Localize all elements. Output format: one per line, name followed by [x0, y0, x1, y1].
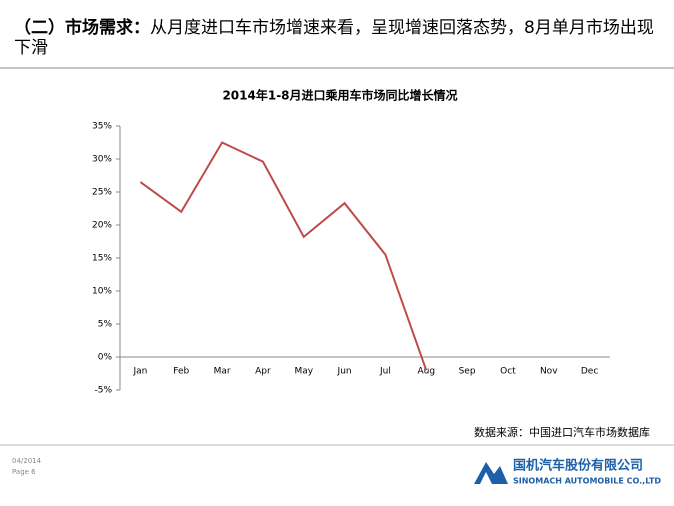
header-label: （二）市场需求：	[14, 18, 150, 38]
company-en: SINOMACH AUTOMOBILE CO.,LTD	[513, 477, 661, 486]
x-tick-label: Jan	[132, 367, 147, 377]
logo-icon-inner	[480, 472, 492, 484]
y-tick-label: 20%	[92, 221, 112, 231]
series-line	[139, 141, 428, 371]
x-tick-label: May	[294, 367, 313, 377]
chart-title: 2014年1-8月进口乘用车市场同比增长情况	[222, 88, 457, 103]
logo-icon	[474, 462, 508, 484]
company-cn: 国机汽车股份有限公司	[513, 458, 643, 474]
y-tick-label: 30%	[92, 155, 112, 165]
y-tick-label: 0%	[98, 353, 113, 363]
x-tick-label: Jul	[379, 367, 391, 377]
source: 数据来源：中国进口汽车市场数据库	[474, 425, 650, 439]
x-tick-label: Mar	[214, 367, 231, 377]
x-tick-label: Dec	[581, 367, 598, 377]
footer-date: 04/2014	[12, 457, 42, 465]
y-tick-label: 15%	[92, 254, 112, 264]
y-tick-label: -5%	[94, 386, 112, 396]
logo	[474, 462, 508, 484]
x-tick-label: Apr	[255, 367, 271, 377]
x-tick-label: Feb	[173, 367, 189, 377]
y-tick-label: 25%	[92, 188, 112, 198]
footer-page: Page 6	[12, 468, 36, 476]
header: （二）市场需求：从月度进口车市场增速来看，呈现增速回落态势，8月单月市场出现下滑	[14, 18, 664, 58]
x-tick-label: Sep	[459, 367, 476, 377]
x-tick-label: Nov	[540, 367, 558, 377]
x-tick-label: Aug	[417, 367, 435, 377]
x-tick-label: Oct	[500, 367, 516, 377]
y-tick-label: 10%	[92, 287, 112, 297]
header-text: 从月度进口车市场增速来看，呈现增速回落态势，8月单月市场出现下滑	[14, 18, 654, 58]
y-tick-label: 35%	[92, 122, 112, 132]
x-tick-label: Jun	[337, 367, 352, 377]
y-tick-label: 5%	[98, 320, 113, 330]
